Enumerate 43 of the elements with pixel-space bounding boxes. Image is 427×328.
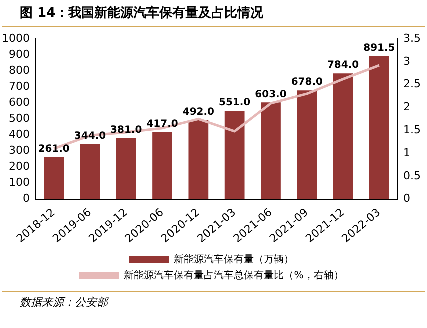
y-tick-label: 1000 [2,32,30,45]
data-label: 261.0 [38,144,70,156]
bar [80,144,100,200]
bar [188,120,209,200]
data-label: 784.0 [327,60,360,72]
y2-tick-label: 0 [404,192,411,206]
legend-label: 新能源汽车保有量占汽车总保有量比（%，右轴） [124,270,344,282]
y-tick-label: 700 [8,80,30,93]
data-label: 417.0 [146,119,178,130]
bar [116,138,136,200]
data-label: 678.0 [291,77,323,88]
y-tick-label: 800 [8,64,30,77]
y-tick-label: 0 [22,192,30,206]
bar [152,132,172,200]
chart-title: 图 14：我国新能源汽车保有量及占比情况 [2,0,425,27]
bar [261,102,281,200]
y-tick-label: 900 [8,48,30,61]
data-label: 344.0 [74,130,106,142]
y2-tick-label: 1.5 [404,123,422,136]
data-label: 381.0 [110,124,142,136]
y-tick-label: 500 [8,112,30,126]
y2-tick-label: 3.5 [404,32,422,45]
y-tick-label: 200 [8,160,30,174]
bar [224,110,245,200]
source-note: 数据来源：公安部 [20,295,110,310]
bar [44,157,64,200]
y2-tick-label: 2.5 [404,78,422,91]
legend-label: 新能源汽车保有量（万辆） [174,254,294,266]
y-tick-label: 600 [8,96,30,109]
y-tick-label: 300 [8,144,30,158]
bar [369,56,390,200]
y2-tick-label: 1 [404,146,411,160]
bar [297,90,318,200]
data-label: 891.5 [364,42,396,54]
y-tick-label: 100 [8,176,30,190]
y2-tick-label: 3 [404,54,411,68]
data-label: 603.0 [255,89,287,100]
data-label: 551.0 [219,98,251,109]
y2-tick-label: 0.5 [404,169,422,182]
y-tick-label: 400 [8,128,30,142]
bar [333,74,354,200]
y2-tick-label: 2 [404,100,411,114]
data-label: 492.0 [182,107,215,118]
